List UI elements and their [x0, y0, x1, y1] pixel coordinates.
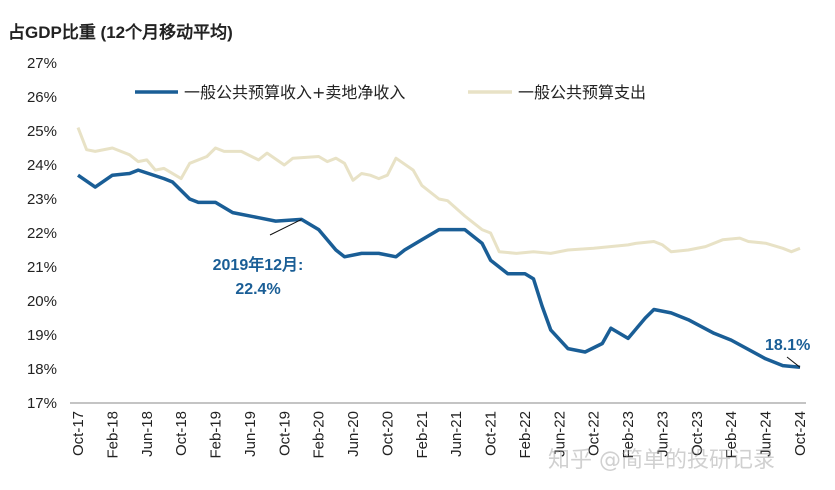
x-tick-label: Oct-19 [276, 411, 293, 456]
x-tick-label: Feb-18 [104, 411, 121, 459]
y-tick-label: 21% [27, 259, 57, 276]
legend-label-0: 一般公共预算收入+卖地净收入 [184, 83, 405, 102]
series-line-1 [78, 128, 800, 254]
x-tick-label: Oct-17 [70, 411, 87, 456]
x-tick-label: Oct-21 [483, 411, 500, 456]
x-tick-label: Jun-18 [139, 411, 156, 457]
x-tick-label: Oct-18 [173, 411, 190, 456]
legend-label-1: 一般公共预算支出 [518, 83, 646, 102]
x-tick-label: Jun-21 [448, 411, 465, 457]
x-tick-label: Jun-19 [242, 411, 259, 457]
x-tick-label: Oct-20 [379, 411, 396, 456]
line-chart: 17% 18% 19% 20% 21% 22% 23% 24% 25% 26% 27% Oct-17 F… [0, 0, 835, 490]
y-tick-label: 27% [27, 55, 57, 72]
y-tick-label: 22% [27, 225, 57, 242]
y-tick-label: 17% [27, 395, 57, 412]
annotation-label: 18.1% [765, 337, 810, 354]
y-tick-label: 24% [27, 157, 57, 174]
x-tick-label: Feb-19 [208, 411, 225, 459]
x-tick-label: Jun-20 [345, 411, 362, 457]
watermark: 知乎 @简单的投研记录 [548, 442, 775, 474]
y-tick-label: 23% [27, 191, 57, 208]
y-tick-label: 19% [27, 327, 57, 344]
y-tick-label: 25% [27, 123, 57, 140]
y-tick-label: 18% [27, 361, 57, 378]
y-tick-label: 26% [27, 89, 57, 106]
annotation-value: 22.4% [235, 281, 280, 298]
x-tick-label: Feb-22 [517, 411, 534, 459]
y-tick-label: 20% [27, 293, 57, 310]
x-tick-label: Feb-20 [311, 411, 328, 459]
x-tick-label: Feb-21 [414, 411, 431, 459]
x-tick-label: Oct-24 [792, 411, 809, 456]
annotation-label: 2019年12月: [213, 255, 304, 274]
